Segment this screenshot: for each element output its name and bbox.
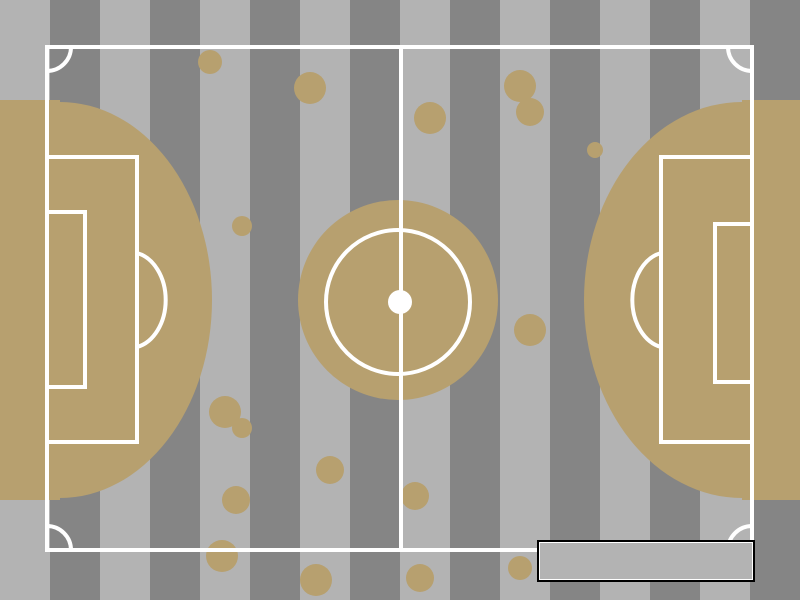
dirt-spot: [198, 50, 222, 74]
grass-stripe: [250, 0, 301, 600]
dirt-spot: [294, 72, 326, 104]
dirt-spot: [316, 456, 344, 484]
corner-arc-top-left: [46, 46, 73, 73]
dirt-spot: [514, 314, 546, 346]
dirt-spot: [406, 564, 434, 592]
dirt-spot: [414, 102, 446, 134]
status-panel: [537, 540, 755, 582]
dirt-spot: [508, 556, 532, 580]
dirt-spot: [206, 540, 238, 572]
dirt-spot: [232, 216, 252, 236]
left-penalty-arc: [136, 251, 168, 349]
dirt-spot: [401, 482, 429, 510]
dirt-spot: [222, 486, 250, 514]
dirt-spot: [504, 70, 536, 102]
dirt-spot: [516, 98, 544, 126]
dirt-spot: [300, 564, 332, 596]
dirt-spot: [232, 418, 252, 438]
corner-arc-bottom-left: [46, 524, 73, 551]
right-penalty-arc: [630, 251, 662, 349]
left-goal-dirt-edge: [0, 100, 60, 500]
pitch-markings: [45, 45, 754, 552]
corner-arc-top-right: [726, 46, 753, 73]
left-goal-area: [45, 210, 87, 389]
right-goal-area: [713, 222, 754, 384]
dirt-spot: [209, 396, 241, 428]
center-circle: [324, 228, 472, 376]
center-spot: [388, 290, 412, 314]
dirt-spot: [587, 142, 603, 158]
